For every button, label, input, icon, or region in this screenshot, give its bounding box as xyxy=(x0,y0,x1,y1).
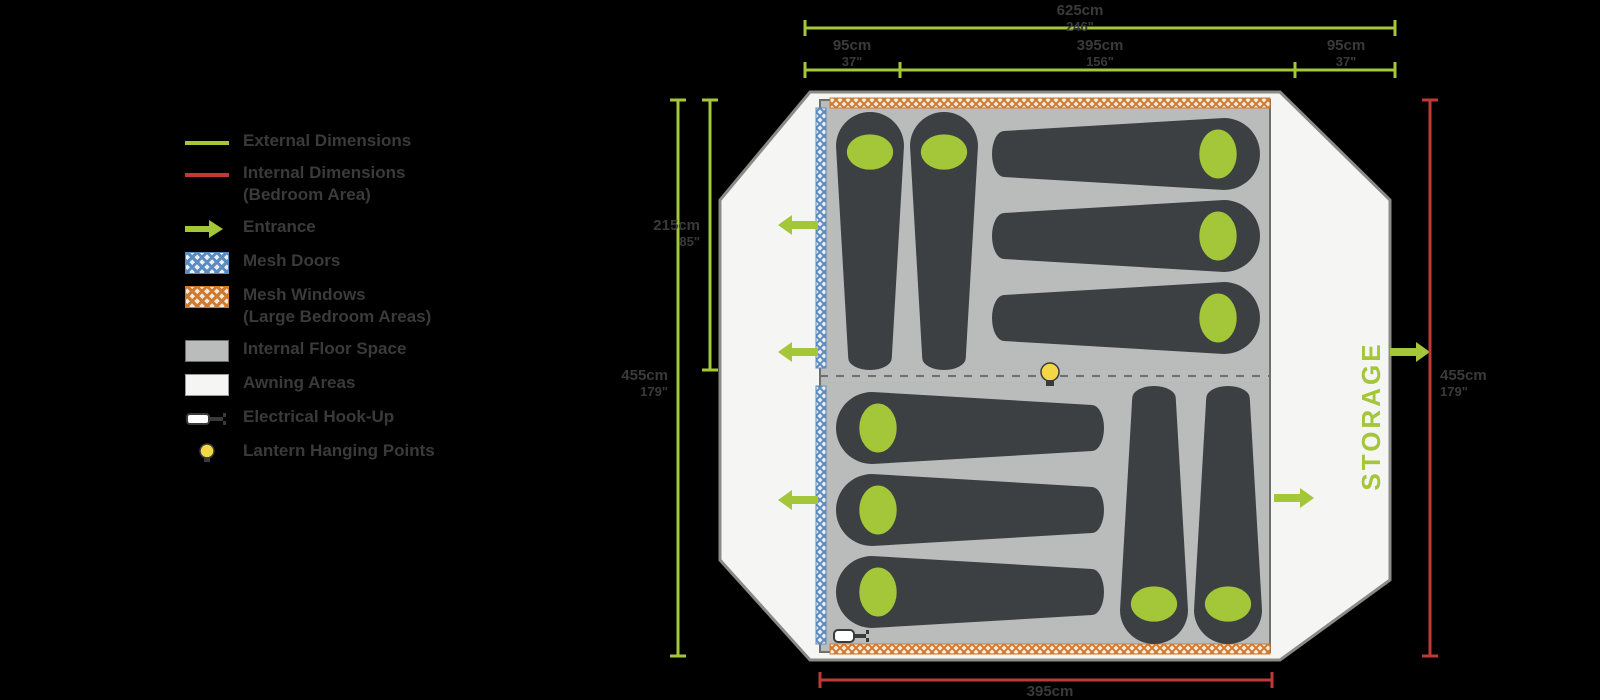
entrance-arrow xyxy=(1390,342,1430,362)
legend-label: Entrance xyxy=(243,216,316,238)
tent-floorplan-diagram: STORAGE625cm246"95cm37"395cm156"95cm37"2… xyxy=(560,0,1560,700)
svg-text:625cm: 625cm xyxy=(1057,2,1104,19)
line-icon xyxy=(185,173,229,177)
legend-label: Electrical Hook-Up xyxy=(243,406,394,428)
dimension-label: 395cm156" xyxy=(1027,683,1074,700)
storage-label: STORAGE xyxy=(1356,341,1386,490)
legend-label: Awning Areas xyxy=(243,372,355,394)
bulb-icon xyxy=(185,442,229,464)
dimension-label: 395cm156" xyxy=(1077,37,1124,69)
svg-text:395cm: 395cm xyxy=(1077,37,1124,54)
dimension-line xyxy=(805,20,1395,36)
legend-label: Internal Dimensions (Bedroom Area) xyxy=(243,162,405,206)
svg-text:95cm: 95cm xyxy=(1327,37,1365,54)
hatch-icon xyxy=(185,286,229,308)
fill-icon xyxy=(185,374,229,396)
svg-text:95cm: 95cm xyxy=(833,37,871,54)
hatch-icon xyxy=(185,252,229,274)
legend-item-entrance: Entrance xyxy=(185,216,545,240)
line-icon xyxy=(185,141,229,145)
legend-label: Mesh Doors xyxy=(243,250,340,272)
dimension-label: 455cm179" xyxy=(1440,367,1487,399)
svg-text:395cm: 395cm xyxy=(1027,683,1074,700)
svg-text:37": 37" xyxy=(842,54,863,69)
svg-text:455cm: 455cm xyxy=(1440,367,1487,384)
dimension-line xyxy=(670,100,686,656)
mesh-window xyxy=(830,98,1270,108)
svg-text:455cm: 455cm xyxy=(621,367,668,384)
mesh-door xyxy=(816,108,826,368)
legend-item-mesh-doors: Mesh Doors xyxy=(185,250,545,274)
legend-item-floor: Internal Floor Space xyxy=(185,338,545,362)
legend-item-external-dims: External Dimensions xyxy=(185,130,545,152)
fill-icon xyxy=(185,340,229,362)
legend-item-mesh-windows: Mesh Windows (Large Bedroom Areas) xyxy=(185,284,545,328)
svg-text:156": 156" xyxy=(1086,54,1114,69)
svg-text:179": 179" xyxy=(1440,384,1468,399)
mesh-window xyxy=(830,644,1270,654)
legend-item-plug: Electrical Hook-Up xyxy=(185,406,545,430)
dimension-line xyxy=(702,100,718,370)
legend-item-internal-dims: Internal Dimensions (Bedroom Area) xyxy=(185,162,545,206)
svg-text:246": 246" xyxy=(1066,19,1094,34)
plug-icon xyxy=(185,408,229,430)
svg-text:179": 179" xyxy=(640,384,668,399)
svg-text:37": 37" xyxy=(1336,54,1357,69)
legend-item-lantern: Lantern Hanging Points xyxy=(185,440,545,464)
legend-label: Internal Floor Space xyxy=(243,338,406,360)
legend-label: Mesh Windows (Large Bedroom Areas) xyxy=(243,284,431,328)
dimension-label: 455cm179" xyxy=(621,367,668,399)
arrow-icon xyxy=(185,218,229,240)
legend-item-awning: Awning Areas xyxy=(185,372,545,396)
svg-text:85": 85" xyxy=(679,234,700,249)
legend: External Dimensions Internal Dimensions … xyxy=(185,130,545,474)
legend-label: Lantern Hanging Points xyxy=(243,440,435,462)
dimension-line xyxy=(1422,100,1438,656)
dimension-label: 95cm37" xyxy=(833,37,871,69)
legend-label: External Dimensions xyxy=(243,130,411,152)
svg-text:215cm: 215cm xyxy=(653,217,700,234)
dimension-label: 95cm37" xyxy=(1327,37,1365,69)
mesh-door xyxy=(816,386,826,644)
